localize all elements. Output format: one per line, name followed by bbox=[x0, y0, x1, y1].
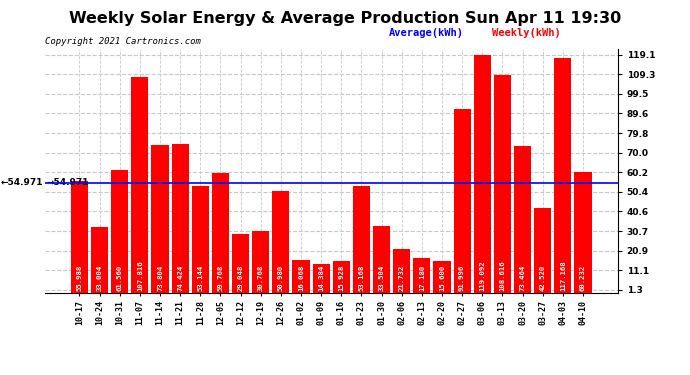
Text: 55.988: 55.988 bbox=[77, 264, 82, 291]
Bar bbox=[393, 249, 411, 292]
Text: 42.520: 42.520 bbox=[540, 264, 546, 291]
Bar bbox=[71, 181, 88, 292]
Bar bbox=[494, 75, 511, 292]
Bar bbox=[212, 173, 229, 292]
Text: 117.168: 117.168 bbox=[560, 260, 566, 291]
Bar bbox=[91, 226, 108, 292]
Text: 29.048: 29.048 bbox=[237, 264, 244, 291]
Bar bbox=[514, 146, 531, 292]
Bar bbox=[333, 261, 350, 292]
Text: ←54.971: ←54.971 bbox=[1, 178, 43, 187]
Bar bbox=[293, 260, 310, 292]
Bar bbox=[131, 77, 148, 292]
Text: 15.600: 15.600 bbox=[439, 264, 445, 291]
Bar bbox=[232, 234, 249, 292]
Bar bbox=[474, 54, 491, 292]
Text: 61.560: 61.560 bbox=[117, 264, 123, 291]
Bar bbox=[453, 109, 471, 292]
Text: Average(kWh): Average(kWh) bbox=[388, 28, 464, 38]
Text: →54.971: →54.971 bbox=[47, 178, 89, 187]
Bar bbox=[353, 186, 370, 292]
Text: 107.816: 107.816 bbox=[137, 260, 143, 291]
Bar bbox=[192, 186, 209, 292]
Text: 53.144: 53.144 bbox=[197, 264, 204, 291]
Text: 17.180: 17.180 bbox=[419, 264, 425, 291]
Text: 60.232: 60.232 bbox=[580, 264, 586, 291]
Text: 119.092: 119.092 bbox=[480, 260, 485, 291]
Bar bbox=[534, 207, 551, 292]
Bar bbox=[111, 170, 128, 292]
Text: 73.464: 73.464 bbox=[520, 264, 526, 291]
Bar bbox=[554, 58, 571, 292]
Text: 30.768: 30.768 bbox=[257, 264, 264, 291]
Bar bbox=[433, 261, 451, 292]
Text: 14.384: 14.384 bbox=[318, 264, 324, 291]
Bar bbox=[172, 144, 188, 292]
Bar bbox=[313, 264, 330, 292]
Text: 21.732: 21.732 bbox=[399, 264, 405, 291]
Text: Weekly(kWh): Weekly(kWh) bbox=[491, 28, 560, 38]
Text: Copyright 2021 Cartronics.com: Copyright 2021 Cartronics.com bbox=[45, 38, 201, 46]
Text: 15.928: 15.928 bbox=[338, 264, 344, 291]
Text: 33.004: 33.004 bbox=[97, 264, 103, 291]
Text: 74.424: 74.424 bbox=[177, 264, 183, 291]
Bar bbox=[151, 145, 168, 292]
Text: 33.504: 33.504 bbox=[379, 264, 384, 291]
Text: 108.616: 108.616 bbox=[500, 260, 505, 291]
Bar bbox=[413, 258, 431, 292]
Bar bbox=[273, 190, 289, 292]
Text: Weekly Solar Energy & Average Production Sun Apr 11 19:30: Weekly Solar Energy & Average Production… bbox=[69, 11, 621, 26]
Bar bbox=[373, 225, 390, 292]
Text: 50.980: 50.980 bbox=[278, 264, 284, 291]
Text: 16.068: 16.068 bbox=[298, 264, 304, 291]
Text: 53.168: 53.168 bbox=[358, 264, 364, 291]
Text: 59.768: 59.768 bbox=[217, 264, 224, 291]
Text: 73.804: 73.804 bbox=[157, 264, 163, 291]
Bar bbox=[574, 172, 591, 292]
Bar bbox=[252, 231, 269, 292]
Text: 91.996: 91.996 bbox=[459, 264, 465, 291]
